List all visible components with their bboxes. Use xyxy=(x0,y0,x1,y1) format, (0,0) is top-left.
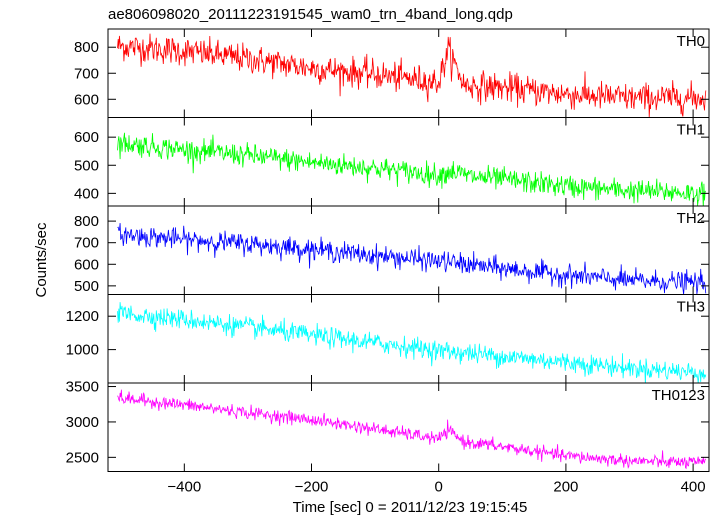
panels-group: 600 700 800 TH0 400 500 600 TH1 500 600 700 800 TH2 1… xyxy=(66,28,710,496)
panel-frame-th3 xyxy=(107,294,710,384)
panel-frame-th0123 xyxy=(107,382,710,472)
y-tick-label: 1200 xyxy=(66,308,99,325)
y-tick-label: 2500 xyxy=(66,449,99,466)
y-tick-label: 3500 xyxy=(66,379,99,396)
series-line-th3 xyxy=(117,302,707,383)
y-tick-label: 800 xyxy=(74,39,99,56)
y-tick-label: 600 xyxy=(74,256,99,273)
y-tick-label: 600 xyxy=(74,129,99,146)
panel-label-th3: TH3 xyxy=(677,299,705,316)
series-line-th0 xyxy=(117,33,707,118)
y-axis-label: Counts/sec xyxy=(33,222,50,298)
series-line-th2 xyxy=(117,223,707,295)
y-tick-label: 700 xyxy=(74,65,99,82)
panel-frame-th0 xyxy=(107,28,710,118)
panel-label-th0: TH0 xyxy=(677,33,705,50)
y-tick-label: 700 xyxy=(74,235,99,252)
x-tick-label: −400 xyxy=(167,479,201,496)
x-tick-label: 0 xyxy=(435,479,443,496)
chart-title: ae806098020_20111223191545_wam0_trn_4ban… xyxy=(108,6,513,23)
panel-label-th1: TH1 xyxy=(677,122,705,139)
y-tick-label: 500 xyxy=(74,157,99,174)
x-tick-label: 400 xyxy=(681,479,706,496)
series-line-th1 xyxy=(117,132,706,206)
y-tick-label: 600 xyxy=(74,91,99,108)
panel-label-th2: TH2 xyxy=(677,210,705,227)
y-tick-label: 3000 xyxy=(66,414,99,431)
y-tick-label: 400 xyxy=(74,185,99,202)
x-tick-label: −200 xyxy=(295,479,329,496)
y-tick-label: 800 xyxy=(74,213,99,230)
x-axis-label: Time [sec] 0 = 2011/12/23 19:15:45 xyxy=(293,499,528,516)
x-tick-label: 200 xyxy=(553,479,578,496)
series-line-th0123 xyxy=(117,389,707,470)
y-tick-label: 500 xyxy=(74,278,99,295)
panel-label-th0123: TH0123 xyxy=(652,387,705,404)
y-tick-label: 1000 xyxy=(66,342,99,359)
